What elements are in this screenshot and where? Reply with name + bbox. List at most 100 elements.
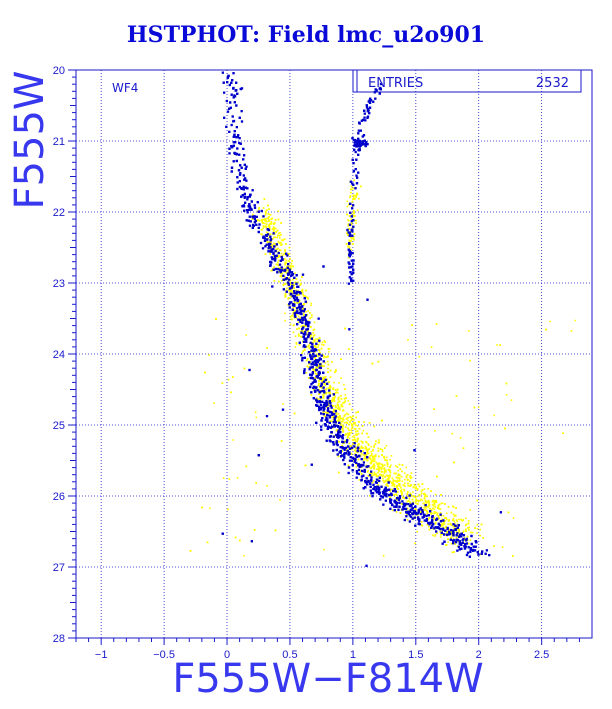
yellow-star-point xyxy=(447,538,449,540)
yellow-star-point xyxy=(350,249,352,251)
yellow-star-point xyxy=(327,348,330,350)
yellow-star-point xyxy=(291,314,294,317)
yellow-star-point xyxy=(452,525,455,528)
yellow-star-point xyxy=(354,440,357,442)
yellow-star-point xyxy=(360,466,363,469)
data-points xyxy=(189,71,577,567)
yellow-star-point xyxy=(467,522,470,525)
yellow-star-point xyxy=(433,408,435,410)
yellow-star-point xyxy=(358,428,361,430)
yellow-star-point xyxy=(328,351,330,353)
yellow-star-point xyxy=(313,321,316,324)
yellow-star-point xyxy=(366,471,369,473)
yellow-star-point xyxy=(467,527,469,529)
yellow-star-point xyxy=(280,252,283,255)
yellow-star-point xyxy=(361,442,364,444)
yellow-star-point xyxy=(268,224,270,226)
yellow-star-point xyxy=(426,501,428,503)
yellow-star-point xyxy=(354,424,357,426)
yellow-star-point xyxy=(286,269,289,271)
yellow-star-point xyxy=(232,376,234,378)
yellow-star-point xyxy=(274,245,277,247)
yellow-star-point xyxy=(398,480,400,482)
yellow-star-point xyxy=(377,360,380,363)
yellow-star-point xyxy=(305,289,307,292)
yellow-star-point xyxy=(338,400,341,403)
yellow-star-point xyxy=(385,484,387,486)
yellow-star-point xyxy=(277,256,280,258)
yellow-star-point xyxy=(324,415,327,418)
yellow-star-point xyxy=(453,520,455,522)
yellow-star-point xyxy=(443,523,446,525)
yellow-star-point xyxy=(318,382,320,385)
yellow-star-point xyxy=(410,493,412,496)
yellow-star-point xyxy=(373,464,376,467)
yellow-star-point xyxy=(372,449,374,452)
yellow-star-point xyxy=(312,368,314,371)
yellow-star-point xyxy=(303,314,305,317)
yellow-star-point xyxy=(426,495,428,498)
yellow-star-point xyxy=(286,272,288,275)
yellow-star-point xyxy=(333,399,335,402)
yellow-star-point xyxy=(389,474,391,477)
yellow-star-point xyxy=(310,333,313,336)
yellow-star-point xyxy=(450,531,452,534)
yellow-star-point xyxy=(254,411,257,414)
yellow-star-point xyxy=(373,471,376,474)
yellow-star-point xyxy=(297,293,299,296)
yellow-star-point xyxy=(354,215,356,217)
yellow-star-point xyxy=(407,491,409,493)
yellow-star-point xyxy=(382,554,385,557)
yellow-star-point xyxy=(279,275,282,277)
yellow-star-point xyxy=(284,312,286,315)
yellow-star-point xyxy=(345,449,348,452)
yellow-star-point xyxy=(393,483,396,486)
yellow-star-point xyxy=(329,384,331,387)
yellow-star-point xyxy=(395,511,398,513)
yellow-star-point xyxy=(284,283,287,285)
yellow-star-point xyxy=(425,507,428,509)
yellow-star-point xyxy=(315,367,317,369)
yellow-star-point xyxy=(344,440,347,442)
yellow-star-point xyxy=(360,445,363,448)
yellow-star-point xyxy=(362,454,365,456)
yellow-star-point xyxy=(279,249,282,252)
yellow-star-point xyxy=(290,289,293,291)
yellow-star-point xyxy=(455,530,458,533)
yellow-star-point xyxy=(425,505,428,508)
yellow-star-point xyxy=(450,537,452,539)
yellow-star-point xyxy=(393,472,396,475)
yellow-star-point xyxy=(303,348,306,350)
yellow-star-point xyxy=(505,394,508,396)
yellow-star-point xyxy=(348,442,351,445)
yellow-star-point xyxy=(476,523,479,526)
yellow-star-point xyxy=(300,290,302,293)
yellow-star-point xyxy=(353,210,355,212)
yellow-star-point xyxy=(236,477,239,479)
yellow-star-point xyxy=(476,499,478,502)
yellow-star-point xyxy=(445,517,447,519)
yellow-star-point xyxy=(344,400,347,402)
yellow-star-point xyxy=(292,311,295,314)
yellow-star-point xyxy=(312,367,315,370)
yellow-star-point xyxy=(353,422,355,425)
yellow-star-point xyxy=(256,210,259,212)
yellow-star-point xyxy=(472,531,474,534)
yellow-star-point xyxy=(341,403,343,406)
yellow-star-point xyxy=(278,249,281,251)
yellow-star-point xyxy=(277,247,279,250)
yellow-star-point xyxy=(429,507,431,510)
yellow-star-point xyxy=(316,366,319,369)
yellow-star-point xyxy=(377,484,379,486)
yellow-star-point xyxy=(476,527,479,530)
yellow-star-point xyxy=(459,532,461,535)
yellow-star-point xyxy=(424,505,427,508)
yellow-star-point xyxy=(402,496,404,499)
yellow-star-point xyxy=(284,294,287,296)
yellow-star-point xyxy=(416,499,419,502)
yellow-star-point xyxy=(270,221,273,224)
yellow-star-point xyxy=(276,236,278,239)
yellow-star-point xyxy=(436,514,439,516)
yellow-star-point xyxy=(434,521,437,524)
yellow-star-point xyxy=(418,494,421,497)
